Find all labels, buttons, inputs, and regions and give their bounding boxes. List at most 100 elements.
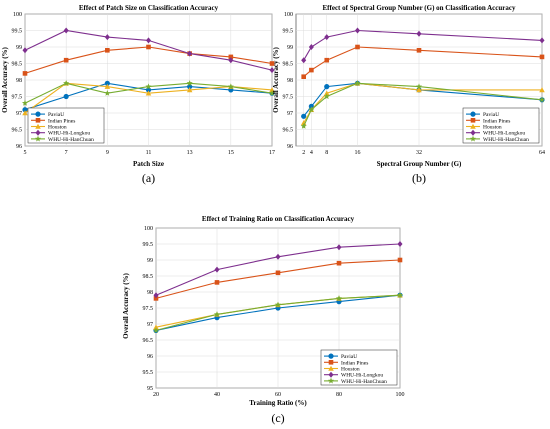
chart-caption: (b)	[412, 171, 426, 185]
x-tick-label: 2	[302, 150, 305, 156]
x-tick-label: 8	[325, 150, 328, 156]
chart-spectral-group: Effect of Spectral Group Number (G) on C…	[272, 4, 546, 185]
legend-marker	[35, 129, 41, 136]
legend-marker	[35, 118, 41, 123]
data-point	[335, 295, 343, 302]
y-tick-label: 100	[13, 12, 22, 18]
y-tick-label: 98.5	[283, 62, 294, 68]
series-indian-pines	[153, 257, 403, 301]
data-point	[187, 50, 193, 57]
data-point	[323, 90, 330, 96]
data-point	[63, 93, 69, 100]
legend-marker	[470, 111, 476, 117]
y-tick-label: 99	[287, 45, 293, 51]
y-tick-label: 97	[16, 111, 22, 117]
legend-entry: PaviaU	[483, 112, 499, 118]
chart-training-ratio: Effect of Training Ratio on Classificati…	[122, 215, 405, 425]
data-point	[104, 89, 111, 96]
y-tick-label: 99	[16, 45, 22, 51]
legend-entry: Houston	[48, 125, 67, 131]
legend-marker	[34, 135, 42, 142]
x-tick-label: 4	[310, 150, 313, 156]
y-tick-label: 98	[16, 78, 22, 84]
y-axis-label: Overall Accuracy (%)	[1, 46, 9, 112]
legend-marker	[470, 123, 476, 129]
data-point	[228, 57, 234, 64]
data-point	[538, 96, 546, 103]
legend-entry: WHU-Hi-HanChuan	[483, 137, 529, 143]
data-point	[301, 113, 307, 119]
data-point	[214, 266, 220, 273]
legend-marker	[328, 365, 334, 371]
y-tick-label: 96.5	[12, 128, 23, 134]
legend-entry: WHU-Hi-Longkou	[341, 373, 383, 379]
data-point	[397, 241, 403, 247]
series-whu-hi-longkou	[22, 27, 275, 74]
legend-marker	[328, 371, 334, 378]
y-tick-label: 98	[147, 290, 153, 296]
data-point	[63, 57, 69, 63]
legend-entry: PaviaU	[341, 354, 357, 360]
y-tick-label: 97.5	[283, 95, 294, 101]
data-point	[308, 44, 314, 50]
data-point	[63, 27, 69, 34]
data-point	[269, 67, 275, 74]
y-axis-label: Overall Accuracy (%)	[272, 46, 280, 112]
y-tick-label: 100	[144, 226, 153, 232]
data-point	[275, 270, 281, 276]
series-whu-hi-hanchuan	[152, 291, 404, 334]
series-line	[303, 82, 543, 127]
y-tick-label: 99	[147, 258, 153, 264]
data-point	[213, 311, 221, 318]
data-point	[355, 44, 360, 50]
data-point	[152, 327, 160, 334]
y-tick-label: 99.5	[12, 29, 23, 35]
data-point	[22, 47, 28, 54]
chart-title: Effect of Spectral Group Number (G) on C…	[323, 4, 516, 12]
data-point	[146, 44, 151, 50]
data-point	[324, 34, 330, 41]
x-axis-label: Spectral Group Number (G)	[377, 160, 462, 168]
data-point	[153, 292, 159, 299]
y-tick-label: 98.5	[12, 62, 23, 68]
data-point	[145, 37, 152, 44]
data-point	[145, 90, 152, 96]
y-tick-label: 96.5	[143, 338, 154, 344]
legend-marker	[327, 377, 335, 384]
data-point	[324, 57, 330, 63]
legend-entry: Houston	[341, 367, 360, 373]
x-axis-label: Training Ratio (%)	[249, 399, 307, 407]
data-point	[301, 74, 306, 79]
x-tick-label: 64	[539, 150, 545, 156]
data-point	[336, 260, 342, 266]
series-line	[303, 29, 543, 61]
legend-marker	[328, 360, 334, 365]
legend-entry: Indian Pines	[341, 360, 368, 366]
data-point	[153, 324, 159, 330]
data-point	[539, 54, 545, 60]
data-point	[323, 93, 330, 100]
x-tick-label: 7	[65, 150, 68, 156]
x-tick-label: 9	[106, 150, 109, 156]
data-point	[186, 87, 193, 93]
legend-entry: WHU-Hi-HanChuan	[48, 137, 94, 143]
data-point	[228, 54, 234, 60]
legend-entry: Indian Pines	[483, 118, 510, 124]
data-point	[268, 89, 276, 96]
data-point	[274, 301, 282, 308]
chart-title: Effect of Patch Size on Classification A…	[79, 4, 219, 12]
chart-caption: (c)	[271, 411, 284, 425]
x-tick-label: 11	[146, 150, 152, 156]
legend-entry: WHU-Hi-HanChuan	[341, 379, 387, 385]
data-point	[105, 48, 110, 53]
y-tick-label: 99.5	[283, 29, 294, 35]
y-tick-label: 95.5	[143, 370, 154, 376]
x-tick-label: 32	[416, 150, 422, 156]
data-point	[354, 80, 361, 86]
legend-marker	[469, 135, 477, 142]
data-point	[153, 296, 159, 301]
data-point	[416, 30, 422, 37]
